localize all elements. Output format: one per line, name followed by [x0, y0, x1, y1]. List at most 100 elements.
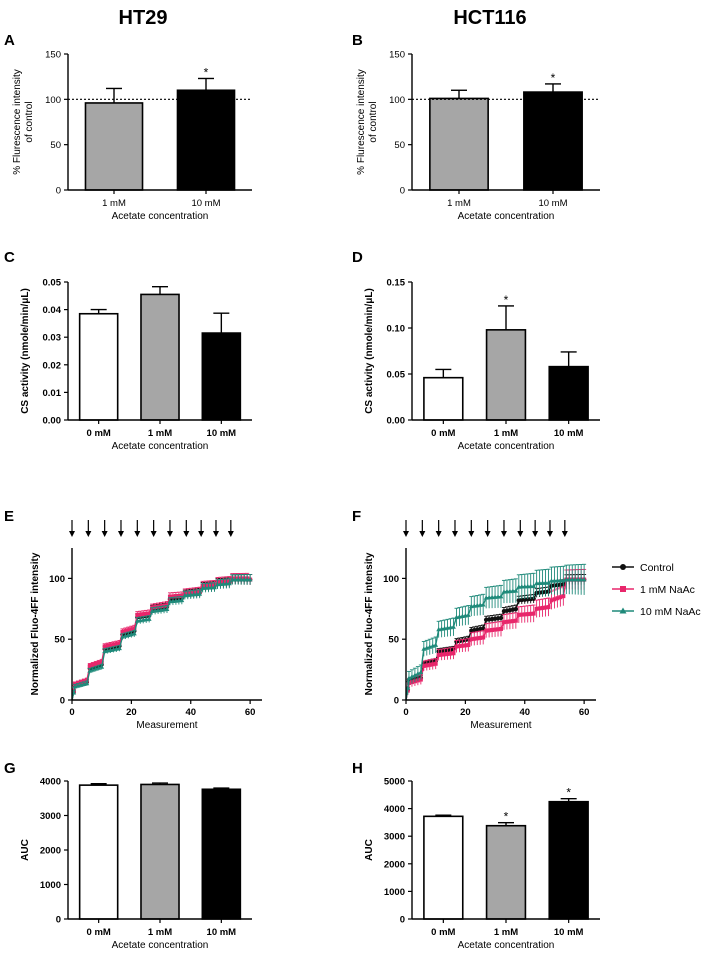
stimulus-arrow-head: [198, 531, 205, 537]
stimulus-arrow-head: [117, 531, 124, 537]
y-tick-label: 150: [45, 50, 61, 61]
panel-letter-e: E: [4, 508, 14, 525]
data-point-10mm: [197, 591, 203, 596]
y-tick-label: 2000: [384, 859, 405, 870]
panel-f: F 0 50 100 0 20 40 60 Normalized Fluo-4FF intens…: [352, 508, 701, 731]
panel-letter-f: F: [352, 508, 361, 525]
data-point-1mm: [141, 612, 146, 617]
y-axis-label: AUC: [20, 839, 31, 861]
data-point-1mm: [123, 629, 128, 634]
data-point-1mm: [448, 651, 453, 656]
data-point-1mm: [424, 663, 429, 668]
stimulus-arrow-head: [212, 531, 219, 537]
data-point-1mm: [138, 612, 143, 617]
data-point-1mm: [513, 618, 518, 623]
data-point-1mm: [114, 642, 119, 647]
data-point-1mm: [501, 620, 506, 625]
data-point-1mm: [111, 642, 116, 647]
data-point-1mm: [504, 619, 509, 624]
bar-g-2: [201, 788, 242, 920]
y-tick-label: 5000: [384, 777, 405, 788]
stimulus-arrow-head: [419, 531, 426, 537]
data-point-1mm: [490, 627, 495, 632]
stimulus-arrow-head: [435, 531, 442, 537]
data-point-10mm: [146, 616, 152, 621]
data-point-1mm: [144, 611, 149, 616]
significance-star: *: [204, 65, 209, 79]
data-point-10mm: [415, 671, 421, 676]
stimulus-arrow-head: [183, 531, 190, 537]
data-point-1mm: [510, 619, 515, 624]
data-point-1mm: [549, 598, 554, 603]
x-tick-label: 0 mM: [87, 927, 111, 938]
stimulus-arrow-head: [546, 531, 553, 537]
panels: A 1 mM * 10 mM 0 50 100 150 % Flurescence intens…: [4, 32, 701, 951]
bar-h-2: [548, 800, 589, 920]
y-tick-label: 50: [50, 140, 61, 151]
stimulus-arrow-head: [69, 531, 75, 537]
data-point-10mm: [179, 597, 185, 603]
data-point-1mm: [475, 636, 480, 641]
data-point-10mm: [164, 606, 170, 612]
y-tick-label: 2000: [40, 846, 61, 857]
x-tick-label: 0: [403, 707, 408, 718]
stimulus-arrow-head: [101, 531, 108, 537]
bar-g-1: [140, 783, 180, 920]
y-tick-label: 150: [389, 50, 405, 61]
data-point-10mm: [84, 680, 90, 686]
data-point-10mm: [418, 669, 424, 675]
x-tick-label: 10 mM: [554, 428, 584, 439]
y-axis-label: CS activity (nmole/min/μL): [364, 288, 375, 414]
data-point-1mm: [484, 628, 489, 633]
bar-a-1: [176, 89, 236, 191]
panel-letter-c: C: [4, 249, 15, 266]
x-tick-label: 60: [579, 707, 590, 718]
data-point-10mm: [131, 631, 137, 636]
data-point-1mm: [421, 663, 426, 668]
data-point-control: [513, 606, 519, 612]
x-tick-label: 10 mM: [538, 198, 567, 209]
data-point-1mm: [147, 611, 152, 616]
y-tick-label: 50: [394, 140, 405, 151]
x-tick-label: 0 mM: [87, 428, 111, 439]
panel-d: D 0 mM * 1 mM 10 mM 0.00 0.05 0.10 0.15 CS activi…: [352, 249, 600, 452]
data-point-10mm: [226, 580, 232, 586]
data-point-1mm: [135, 612, 140, 617]
y-tick-label: 100: [49, 574, 65, 585]
bar-h-1: [485, 824, 527, 920]
x-tick-label: 40: [185, 707, 196, 718]
panel-letter-b: B: [352, 32, 363, 49]
column-title-left: HT29: [119, 7, 168, 29]
data-point-1mm: [173, 594, 178, 599]
y-tick-label: 50: [54, 635, 65, 646]
data-point-1mm: [540, 605, 545, 610]
x-tick-label: 10 mM: [207, 927, 237, 938]
data-point-1mm: [546, 605, 551, 610]
x-tick-label: 10 mM: [191, 198, 220, 209]
data-point-10mm: [99, 664, 105, 669]
y-tick-label: 50: [388, 635, 399, 646]
data-point-1mm: [516, 612, 521, 617]
data-point-10mm: [117, 645, 122, 651]
data-point-1mm: [534, 606, 539, 611]
data-point-1mm: [507, 619, 512, 624]
data-point-1mm: [552, 597, 557, 602]
x-axis-label: Acetate concentration: [112, 940, 209, 951]
y-tick-label: 0: [400, 915, 405, 926]
data-point-10mm: [531, 583, 537, 588]
data-point-1mm: [102, 644, 107, 649]
y-tick-label: 100: [45, 95, 61, 106]
data-point-1mm: [472, 636, 477, 641]
data-point-10mm: [546, 580, 551, 585]
series-line-0: [71, 578, 251, 701]
bar-d-2: [548, 365, 589, 421]
data-point-1mm: [525, 612, 530, 617]
data-point-1mm: [445, 651, 450, 656]
y-tick-label: 1000: [384, 887, 405, 898]
data-point-1mm: [132, 626, 137, 631]
data-point-1mm: [451, 651, 456, 656]
bar-c-2: [201, 332, 242, 421]
data-point-10mm: [465, 612, 471, 617]
data-point-1mm: [170, 594, 175, 599]
